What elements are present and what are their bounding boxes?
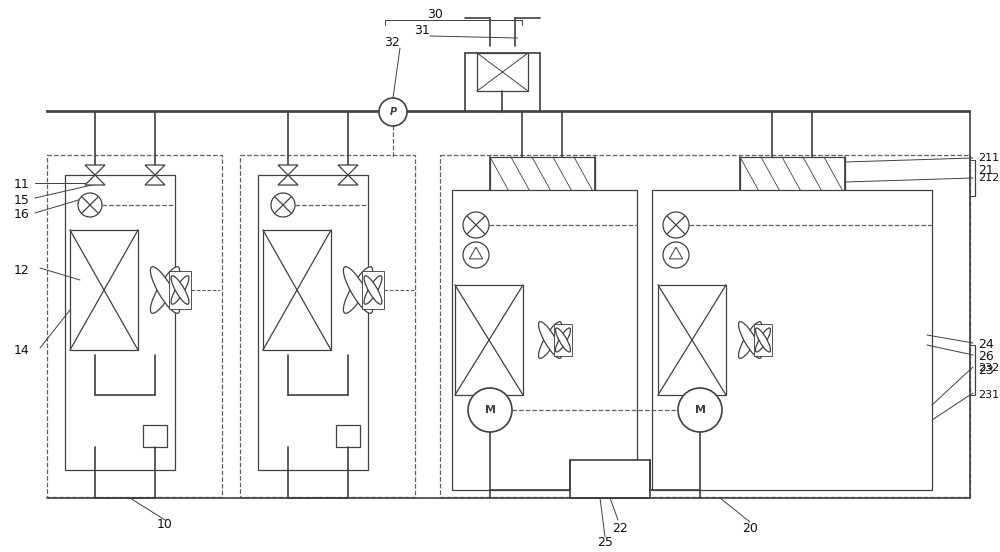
Bar [452,190,637,490]
Ellipse shape [364,276,382,304]
Ellipse shape [755,328,771,352]
Text: 25: 25 [597,537,613,549]
Bar [490,157,595,195]
Text: 12: 12 [14,263,30,277]
Bar [554,324,572,356]
Text: 20: 20 [742,522,758,534]
Ellipse shape [555,328,571,352]
Circle shape [463,242,489,268]
Polygon shape [278,175,298,185]
Text: P: P [389,107,397,117]
Ellipse shape [150,267,180,314]
Polygon shape [338,165,358,175]
Bar [455,285,523,395]
Text: 24: 24 [978,338,994,352]
Polygon shape [145,165,165,175]
Bar [754,324,772,356]
Text: 211: 211 [978,153,999,163]
Text: 10: 10 [157,518,173,532]
Text: 21: 21 [978,163,994,177]
Ellipse shape [171,276,189,304]
Ellipse shape [343,267,373,314]
Text: 26: 26 [978,349,994,363]
Ellipse shape [171,276,189,304]
Text: M: M [694,405,706,415]
Bar [143,425,167,447]
Text: 15: 15 [14,194,30,206]
Bar [740,157,845,195]
Text: 14: 14 [14,343,30,357]
Bar [336,425,360,447]
Text: 22: 22 [612,522,628,534]
Polygon shape [338,175,358,185]
Circle shape [379,98,407,126]
Circle shape [468,388,512,432]
Circle shape [678,388,722,432]
Ellipse shape [755,328,771,352]
Bar [477,53,528,91]
Ellipse shape [739,322,761,358]
Bar [652,190,932,490]
Circle shape [271,193,295,217]
Text: 11: 11 [14,178,30,192]
Bar [263,230,331,350]
Text: 23: 23 [978,364,994,376]
Polygon shape [145,175,165,185]
Bar [169,271,191,309]
Text: M: M [484,405,496,415]
Text: 32: 32 [384,35,400,49]
Bar [70,230,138,350]
Polygon shape [278,165,298,175]
Circle shape [663,212,689,238]
Ellipse shape [555,328,571,352]
Bar [65,175,175,470]
Text: 232: 232 [978,363,999,373]
Text: 31: 31 [414,24,430,36]
Circle shape [78,193,102,217]
Polygon shape [85,175,105,185]
Ellipse shape [539,322,561,358]
Ellipse shape [150,267,180,314]
Text: 16: 16 [14,209,30,221]
Bar [658,285,726,395]
Text: 30: 30 [427,8,443,20]
Bar [240,155,415,497]
Circle shape [463,212,489,238]
Bar [362,271,384,309]
Ellipse shape [364,276,382,304]
Bar [258,175,368,470]
Circle shape [663,242,689,268]
Text: 212: 212 [978,173,999,183]
Bar [47,155,222,497]
Polygon shape [85,165,105,175]
Bar [440,155,970,497]
Ellipse shape [739,322,761,358]
Ellipse shape [539,322,561,358]
Ellipse shape [343,267,373,314]
Text: 231: 231 [978,390,999,400]
Bar [570,460,650,498]
